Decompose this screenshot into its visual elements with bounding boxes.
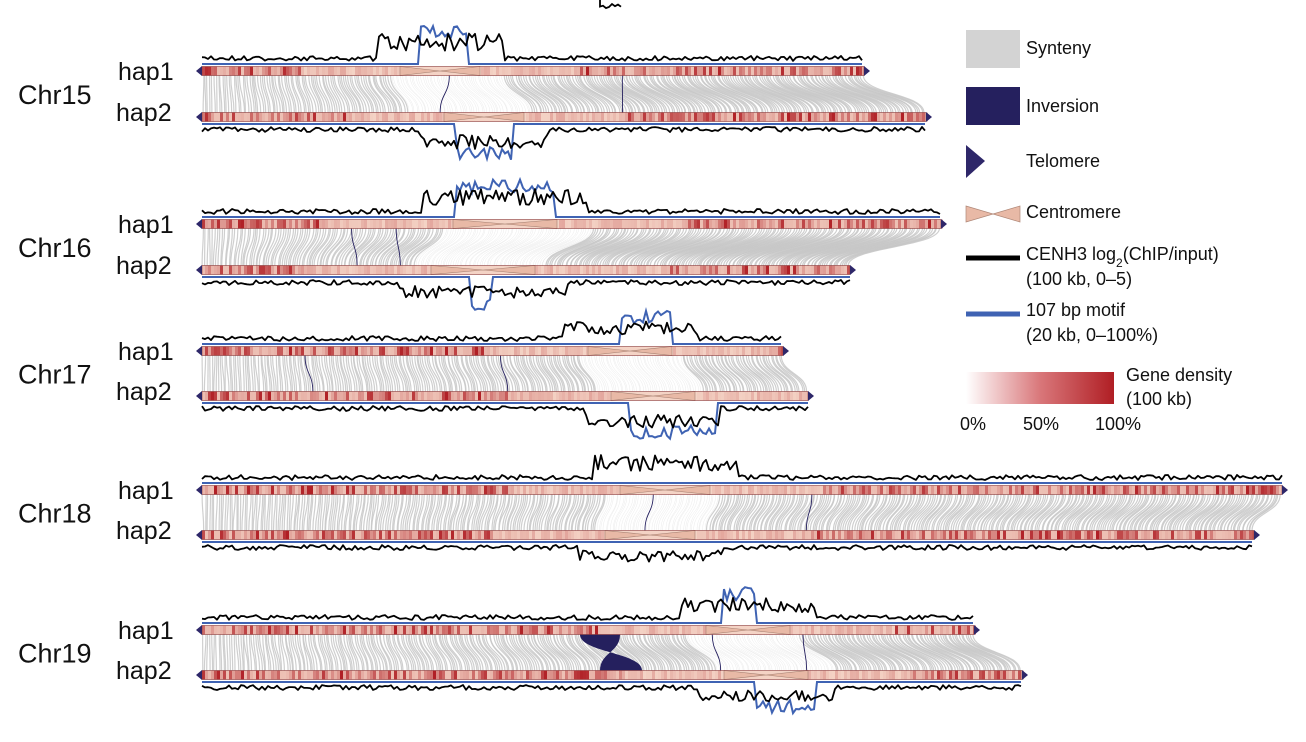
hap2-label: hap2	[116, 99, 172, 127]
scale-tick-0: 0%	[960, 414, 986, 434]
centromere-icon	[965, 205, 1021, 223]
chromosome-bar-hap2	[196, 670, 1028, 680]
chromosome-block-chr18	[196, 454, 1288, 563]
hap2-label: hap2	[116, 378, 172, 406]
synteny-links	[201, 494, 1281, 531]
telomere-icon	[196, 112, 202, 122]
motif-track-hap2	[202, 681, 1021, 716]
hap1-label: hap1	[118, 211, 174, 239]
telomere-icon	[1254, 530, 1260, 540]
chromosome-label: Chr17	[18, 360, 92, 390]
chromosome-block-chr16	[196, 176, 947, 311]
motif-track-hap1	[202, 176, 940, 218]
chromosome-bar-hap1	[196, 219, 947, 229]
chromosome-block-chr17	[196, 306, 814, 441]
telomere-icon	[926, 112, 932, 122]
telomere-icon	[974, 625, 980, 635]
scale-tick-50: 50%	[1023, 414, 1059, 434]
cenh3-track-hap2	[201, 405, 809, 429]
chromosome-block-chr19	[196, 586, 1028, 716]
legend-cenh3-sublabel: (100 kb, 0–5)	[1026, 269, 1132, 289]
cenh3-track-hap1	[201, 188, 941, 215]
chromosome-bar-hap2	[196, 112, 932, 122]
hap2-label: hap2	[116, 657, 172, 685]
chromosome-labels: Chr15 hap1 hap2 Chr16 hap1 hap2 Chr17 hap1 hap2 C…	[18, 58, 174, 685]
legend-cenh3-label: CENH3 log2(ChIP/input)	[1026, 244, 1219, 270]
cenh3-track-hap2	[201, 279, 851, 299]
chromosome-bar-hap1	[196, 66, 870, 76]
chromosome-tracks	[196, 0, 1288, 716]
chromosome-bar-hap1	[196, 625, 980, 635]
motif-track-hap1	[202, 586, 973, 624]
telomere-icon	[941, 219, 947, 229]
chromosome-label: Chr18	[18, 499, 92, 529]
telomere-icon	[196, 66, 202, 76]
motif-track-hap2	[202, 123, 925, 163]
synteny-links	[202, 634, 1021, 671]
chromosome-bar-hap2	[196, 530, 1260, 540]
telomere-icon	[196, 625, 202, 635]
cenh3-track-hap1	[201, 320, 782, 342]
telomere-icon	[864, 66, 870, 76]
legend-motif-label: 107 bp motif	[1026, 300, 1126, 320]
chromosome-bar-hap1	[196, 346, 789, 356]
legend-telomere-label: Telomere	[1026, 151, 1100, 171]
telomere-icon	[196, 670, 202, 680]
gene-density-scale	[966, 372, 1114, 404]
telomere-icon	[196, 530, 202, 540]
telomere-icon	[196, 485, 202, 495]
telomere-icon	[196, 346, 202, 356]
motif-track-hap2	[202, 402, 808, 441]
chromosome-label: Chr16	[18, 233, 92, 263]
cenh3-track-hap2	[201, 544, 1253, 563]
cenh3-track-hap1	[201, 597, 974, 621]
chromosome-block-chr15	[196, 23, 932, 163]
cenh3-track-hap1	[201, 32, 863, 62]
hap1-label: hap1	[118, 477, 174, 505]
legend-gene-density-label: Gene density	[1126, 365, 1232, 385]
synteny-links	[201, 228, 940, 266]
legend-synteny-label: Synteny	[1026, 38, 1091, 58]
chromosome-label: Chr15	[18, 80, 92, 110]
cenh3-track-hap2	[201, 684, 1022, 703]
telomere-icon	[966, 145, 985, 178]
hap2-label: hap2	[116, 517, 172, 545]
synteny-links	[202, 75, 925, 113]
chromosome-bar-hap2	[196, 265, 856, 275]
chromosome-label: Chr19	[18, 639, 92, 669]
legend-inversion-label: Inversion	[1026, 96, 1099, 116]
inversion-swatch	[966, 87, 1020, 125]
telomere-icon	[196, 265, 202, 275]
motif-track-hap1	[202, 306, 781, 345]
hap1-label: hap1	[118, 58, 174, 86]
telomere-icon	[783, 346, 789, 356]
synteny-links	[201, 355, 808, 392]
motif-track-hap2	[202, 276, 850, 311]
hap2-label: hap2	[116, 252, 172, 280]
chromosome-bar-hap1	[196, 485, 1288, 495]
scale-tick-100: 100%	[1095, 414, 1141, 434]
legend-centromere-label: Centromere	[1026, 202, 1121, 222]
legend-gene-density-sublabel: (100 kb)	[1126, 389, 1192, 409]
hap1-label: hap1	[118, 617, 174, 645]
telomere-icon	[808, 391, 814, 401]
inversion-ribbon	[580, 634, 642, 671]
cropped-signal-top	[599, 0, 622, 10]
cenh3-track-hap1	[201, 454, 1283, 481]
legend-motif-sublabel: (20 kb, 0–100%)	[1026, 325, 1158, 345]
legend: Synteny Inversion Telomere Centromere CE…	[960, 30, 1232, 434]
synteny-swatch	[966, 30, 1020, 68]
hap1-label: hap1	[118, 338, 174, 366]
telomere-icon	[1282, 485, 1288, 495]
telomere-icon	[196, 219, 202, 229]
cenh3-track-hap2	[201, 126, 926, 150]
chromosome-bar-hap2	[196, 391, 814, 401]
motif-track-hap1	[202, 23, 862, 65]
telomere-icon	[1022, 670, 1028, 680]
telomere-icon	[196, 391, 202, 401]
telomere-icon	[850, 265, 856, 275]
